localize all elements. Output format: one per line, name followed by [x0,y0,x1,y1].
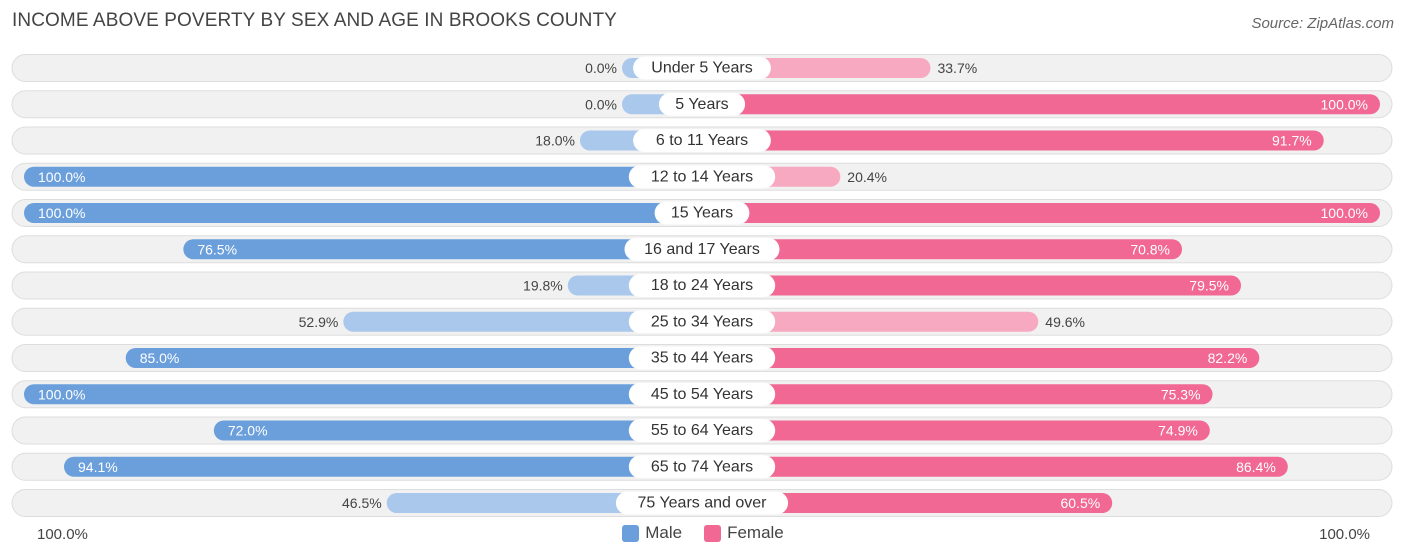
value-label-female: 20.4% [847,169,887,185]
bar-male [213,420,702,441]
bar-male [125,348,702,368]
value-label-male: 19.8% [523,278,563,294]
value-label-female: 100.0% [1321,96,1368,112]
bar-female [702,493,1113,513]
bar-male [183,239,702,260]
value-label-male: 76.5% [197,241,237,257]
bar-male [343,311,702,332]
category-pill [628,455,776,479]
category-pill [628,165,776,189]
bar-male [24,166,702,187]
category-pill [628,274,776,297]
value-label-male: 46.5% [342,495,382,511]
value-label-female: 100.0% [1321,205,1368,221]
legend-label-female: Female [727,523,784,542]
category-pill [628,419,776,442]
value-label-female: 91.7% [1272,133,1312,149]
chart-title: INCOME ABOVE POVERTY BY SEX AND AGE IN B… [12,10,617,31]
category-label: 16 and 17 Years [644,241,760,258]
bar-female [702,420,1210,441]
category-pill [628,346,776,370]
value-label-female: 74.9% [1158,423,1198,439]
value-label-male: 0.0% [585,96,617,112]
category-label: 18 to 24 Years [651,277,753,294]
value-label-female: 75.3% [1161,386,1201,402]
category-label: 65 to 74 Years [651,458,753,475]
bar-female [702,384,1213,405]
category-label: 55 to 64 Years [651,422,753,439]
bar-female [702,130,1324,151]
category-label: 5 Years [675,96,728,113]
bar-female [702,239,1183,260]
value-label-male: 72.0% [228,423,268,439]
category-pill [633,129,771,152]
value-label-female: 70.8% [1130,241,1170,257]
category-pill [628,310,776,334]
bar-female [702,203,1380,223]
value-label-male: 52.9% [299,314,339,330]
category-label: 15 Years [671,205,733,222]
bar-male [24,203,702,223]
bar-female [702,275,1242,296]
value-label-male: 100.0% [38,386,85,402]
legend-swatch-male [622,524,640,542]
category-label: Under 5 Years [651,60,752,77]
legend-item-male: Male [622,523,682,543]
value-label-female: 49.6% [1045,314,1085,330]
category-label: 45 to 54 Years [651,386,753,403]
value-label-female: 79.5% [1189,278,1229,294]
axis-left-label: 100.0% [37,526,88,543]
legend-swatch-female [704,524,722,542]
bar-female [702,94,1380,115]
axis-right-label: 100.0% [1319,526,1370,543]
value-label-female: 33.7% [937,60,977,76]
category-pill [654,201,750,225]
value-label-female: 82.2% [1208,350,1248,366]
category-pill [628,382,776,406]
value-label-male: 100.0% [38,205,85,221]
category-label: 35 to 44 Years [651,350,753,367]
category-pill [615,491,789,515]
value-label-female: 86.4% [1236,459,1276,475]
category-label: 6 to 11 Years [656,132,748,149]
bar-female [702,311,1039,332]
value-label-male: 0.0% [585,60,617,76]
category-pill [633,56,771,80]
value-label-male: 85.0% [140,350,180,366]
value-label-female: 60.5% [1060,495,1100,511]
source-credit: Source: ZipAtlas.com [1251,15,1394,32]
bar-male [24,384,702,405]
legend-label-male: Male [645,523,683,542]
category-pill [624,237,780,261]
category-label: 12 to 14 Years [651,168,753,185]
legend: Male Female [0,523,1406,543]
value-label-male: 100.0% [38,169,85,185]
category-pill [658,92,746,116]
category-label: 75 Years and over [638,495,768,512]
value-label-male: 94.1% [78,459,118,475]
bar-female [702,456,1288,477]
bar-male [64,456,702,477]
legend-item-female: Female [704,523,784,543]
category-label: 25 to 34 Years [651,313,753,330]
bar-female [702,348,1260,368]
value-label-male: 18.0% [535,133,575,149]
